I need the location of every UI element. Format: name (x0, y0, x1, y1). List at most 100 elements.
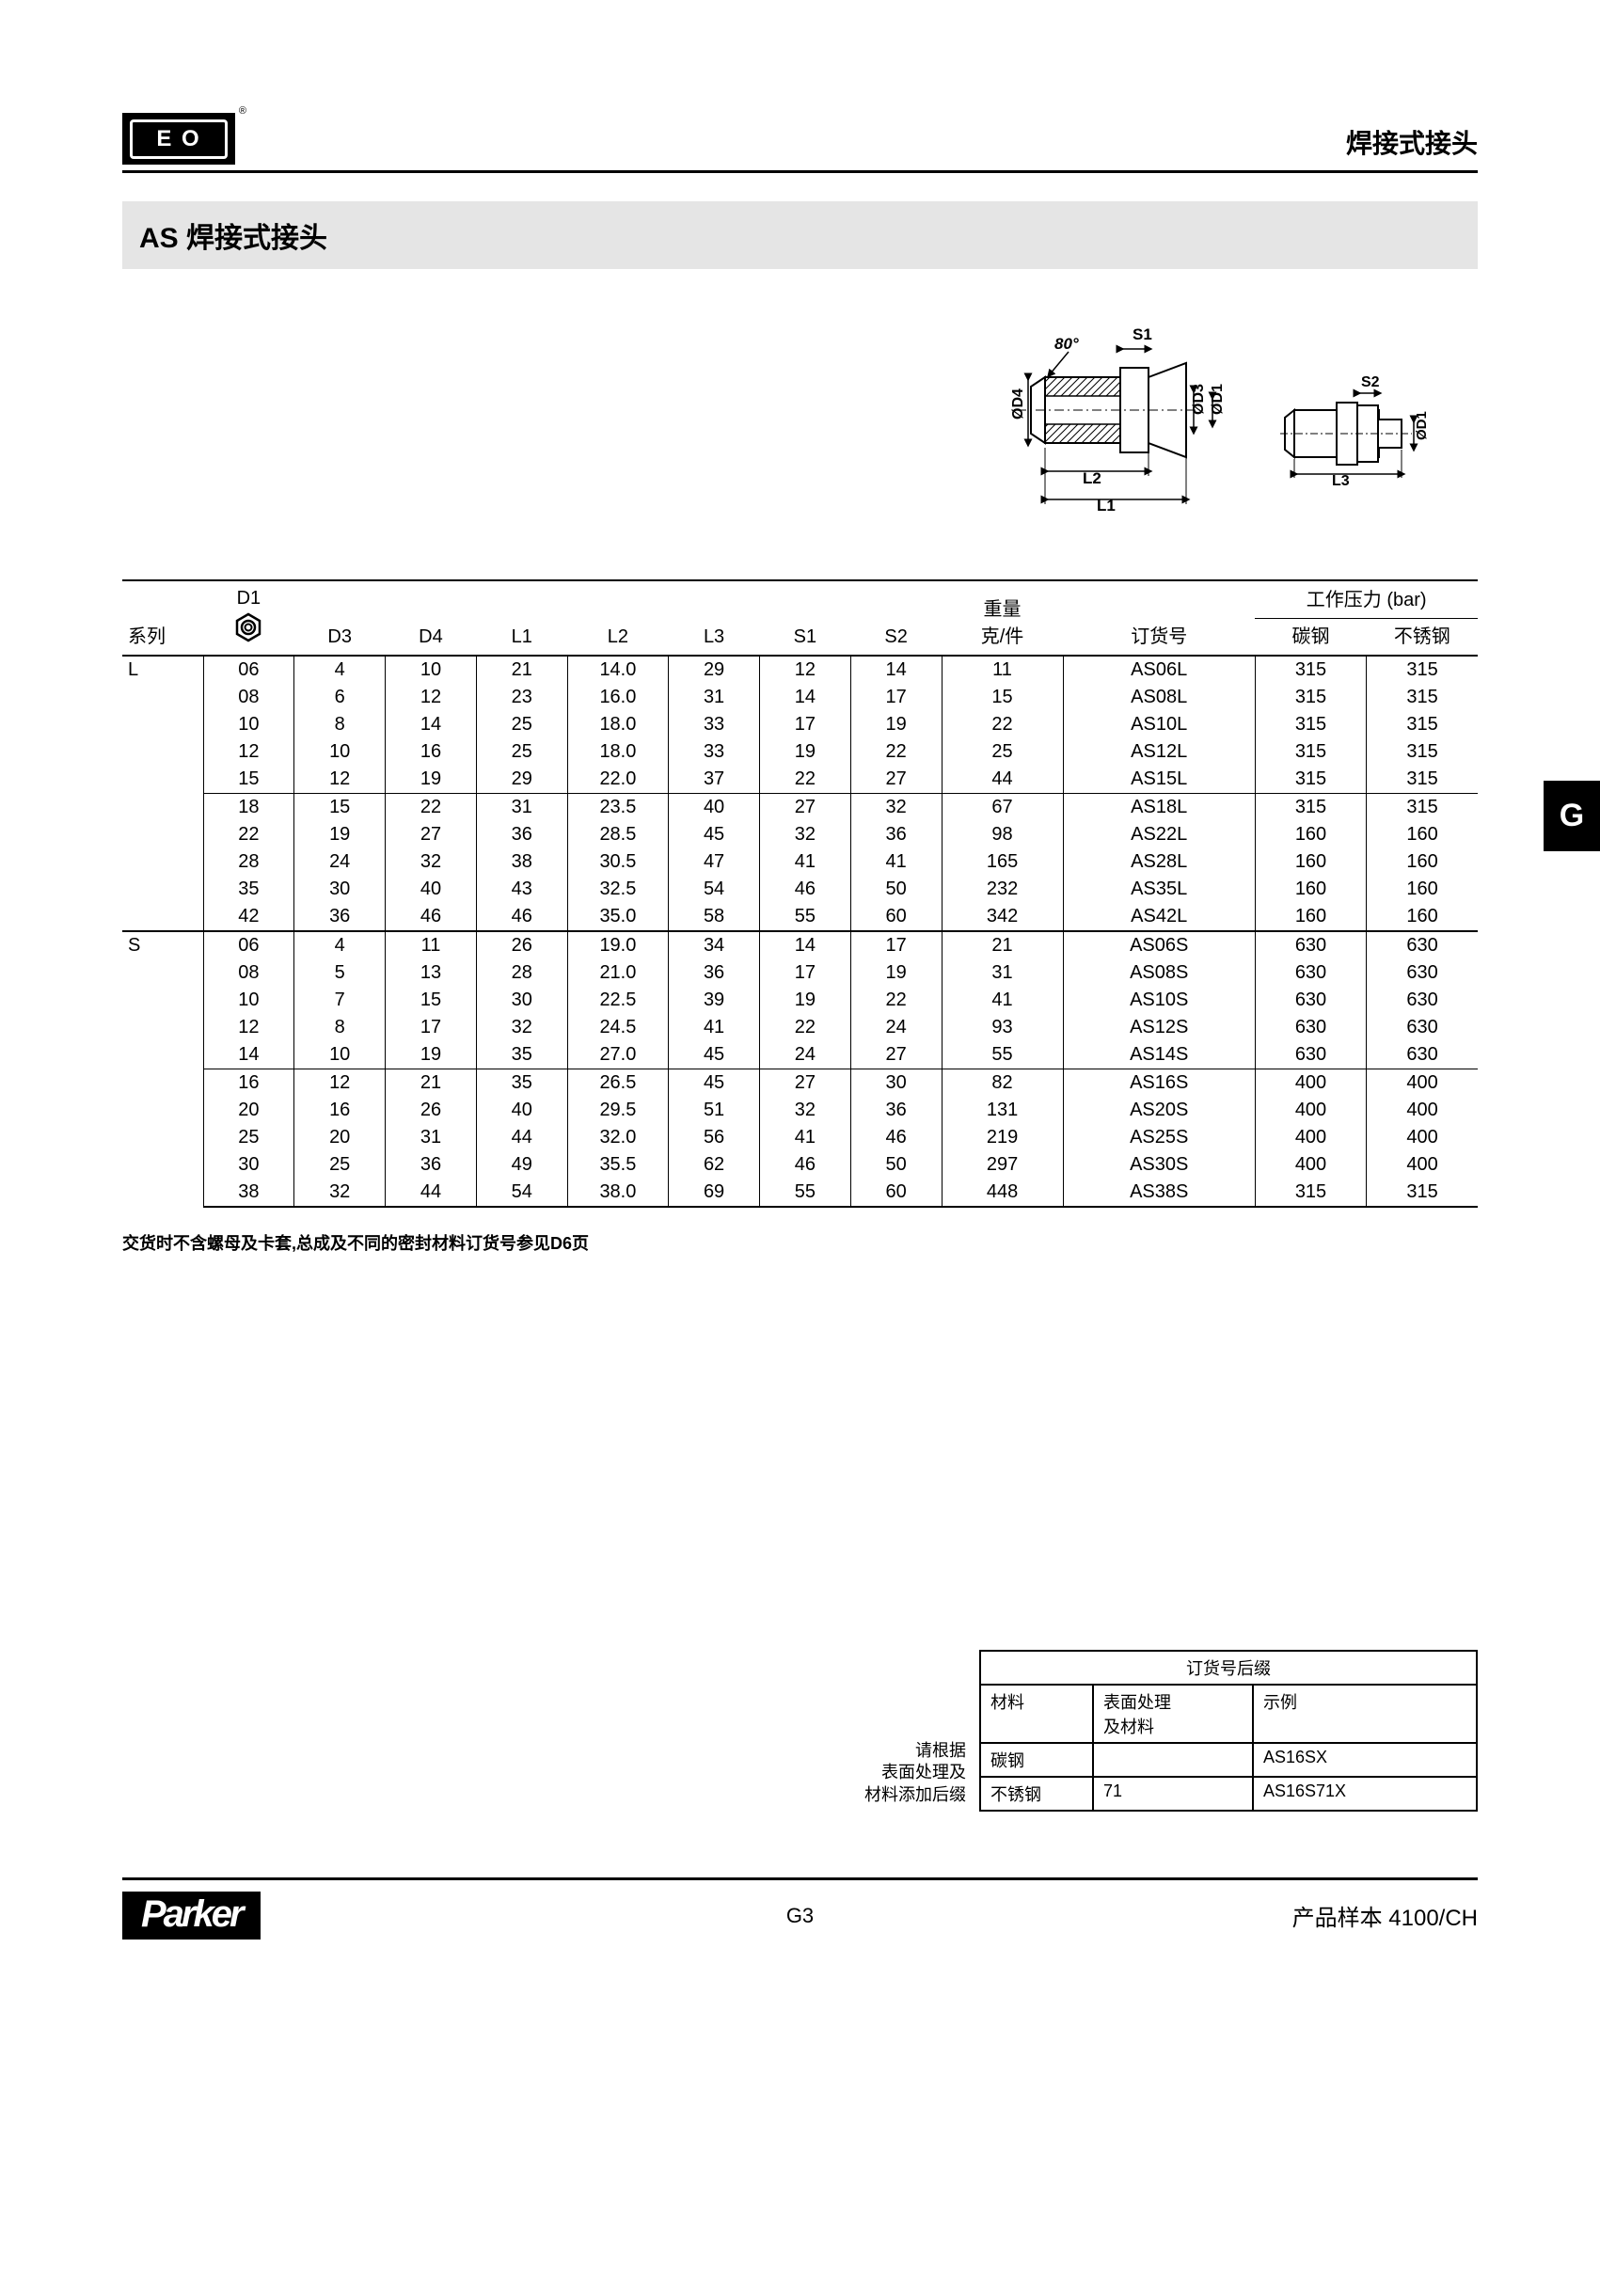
data-cell: AS06L (1063, 656, 1255, 684)
data-cell: AS12L (1063, 738, 1255, 766)
suffix-h-material: 材料 (980, 1685, 1093, 1743)
data-cell: 35 (476, 1069, 567, 1098)
data-cell: 160 (1367, 876, 1478, 903)
data-cell: 38 (203, 1179, 294, 1207)
data-cell: 28 (476, 959, 567, 987)
specifications-table: 系列 D1 D3 D4 L1 L2 L3 S1 (122, 579, 1478, 1208)
data-cell: 31 (669, 684, 760, 711)
data-cell: 55 (759, 903, 850, 931)
data-cell: 35 (476, 1041, 567, 1069)
data-cell: 43 (476, 876, 567, 903)
table-row: 1410193527.045242755AS14S630630 (122, 1041, 1478, 1069)
suffix-h-surface: 表面处理 及材料 (1093, 1685, 1253, 1743)
data-cell: 06 (203, 656, 294, 684)
data-cell: 40 (386, 876, 477, 903)
data-cell: 30 (476, 987, 567, 1014)
data-cell: 630 (1255, 931, 1366, 959)
data-cell: 10 (294, 738, 386, 766)
table-row: S064112619.034141721AS06S630630 (122, 931, 1478, 959)
data-cell: 315 (1255, 684, 1366, 711)
data-cell: 6 (294, 684, 386, 711)
data-cell: 315 (1367, 738, 1478, 766)
data-cell: 58 (669, 903, 760, 931)
data-cell: 14 (759, 931, 850, 959)
angle-label: 80° (1054, 335, 1079, 353)
data-cell: 25 (942, 738, 1063, 766)
data-cell: 315 (1367, 684, 1478, 711)
data-cell: 28 (203, 848, 294, 876)
table-row: 1815223123.540273267AS18L315315 (122, 794, 1478, 822)
data-cell: 400 (1255, 1069, 1366, 1098)
table-row: L064102114.029121411AS06L315315 (122, 656, 1478, 684)
th-l3: L3 (669, 580, 760, 656)
page-number: G3 (786, 1904, 814, 1928)
data-cell: 46 (386, 903, 477, 931)
data-cell: 448 (942, 1179, 1063, 1207)
data-cell: 10 (203, 987, 294, 1014)
data-cell: 35.5 (567, 1151, 669, 1179)
data-cell: 30 (203, 1151, 294, 1179)
th-s1: S1 (759, 580, 850, 656)
data-cell: 131 (942, 1097, 1063, 1124)
data-cell: 16 (203, 1069, 294, 1098)
data-cell: 297 (942, 1151, 1063, 1179)
data-cell: 30 (294, 876, 386, 903)
data-cell: 60 (850, 903, 942, 931)
data-cell: 315 (1367, 1179, 1478, 1207)
data-cell: 400 (1367, 1069, 1478, 1098)
data-cell: 12 (294, 766, 386, 794)
data-cell: 39 (669, 987, 760, 1014)
data-cell: 32 (386, 848, 477, 876)
delivery-footnote: 交货时不含螺母及卡套,总成及不同的密封材料订货号参见D6页 (122, 1230, 1478, 1255)
data-cell: 21 (476, 656, 567, 684)
data-cell: 33 (669, 738, 760, 766)
suffix-cell: 不锈钢 (980, 1777, 1093, 1811)
l2-label: L2 (1083, 469, 1101, 487)
suffix-cell: 71 (1093, 1777, 1253, 1811)
data-cell: 62 (669, 1151, 760, 1179)
data-cell: 32 (850, 794, 942, 822)
suffix-instruction-l3: 材料添加后缀 (864, 1785, 966, 1804)
th-pressure-carbon: 碳钢 (1255, 618, 1366, 656)
data-cell: 630 (1255, 1041, 1366, 1069)
data-cell: 23.5 (567, 794, 669, 822)
data-cell: 38.0 (567, 1179, 669, 1207)
data-cell: 342 (942, 903, 1063, 931)
data-cell: 32 (759, 821, 850, 848)
data-cell: 49 (476, 1151, 567, 1179)
data-cell: 22 (850, 987, 942, 1014)
data-cell: 33 (669, 711, 760, 738)
data-cell: 400 (1255, 1124, 1366, 1151)
data-cell: 45 (669, 1069, 760, 1098)
data-cell: 46 (850, 1124, 942, 1151)
th-s2: S2 (850, 580, 942, 656)
data-cell: 45 (669, 1041, 760, 1069)
data-cell: 46 (476, 903, 567, 931)
data-cell: 41 (669, 1014, 760, 1041)
data-cell: 18.0 (567, 711, 669, 738)
table-row: 3025364935.5624650297AS30S400400 (122, 1151, 1478, 1179)
data-cell: 25 (294, 1151, 386, 1179)
data-cell: 315 (1255, 1179, 1366, 1207)
table-row: 2219273628.545323698AS22L160160 (122, 821, 1478, 848)
data-cell: 54 (476, 1179, 567, 1207)
data-cell: 25 (476, 711, 567, 738)
data-cell: 11 (942, 656, 1063, 684)
data-cell: 160 (1255, 821, 1366, 848)
data-cell: 23 (476, 684, 567, 711)
data-cell: 22 (759, 766, 850, 794)
data-cell: 12 (759, 656, 850, 684)
data-cell: 42 (203, 903, 294, 931)
suffix-title: 订货号后缀 (980, 1651, 1477, 1685)
data-cell: 24 (294, 848, 386, 876)
data-cell: 44 (476, 1124, 567, 1151)
data-cell: 36 (850, 1097, 942, 1124)
th-d4: D4 (386, 580, 477, 656)
tube-section-icon (233, 612, 263, 651)
table-row: 3530404332.5544650232AS35L160160 (122, 876, 1478, 903)
data-cell: 17 (759, 959, 850, 987)
data-cell: 19 (759, 987, 850, 1014)
table-row: 085132821.036171931AS08S630630 (122, 959, 1478, 987)
suffix-table: 订货号后缀 材料 表面处理 及材料 示例 碳钢AS16SX不锈钢71AS16S7… (979, 1650, 1478, 1812)
data-cell: 25 (476, 738, 567, 766)
